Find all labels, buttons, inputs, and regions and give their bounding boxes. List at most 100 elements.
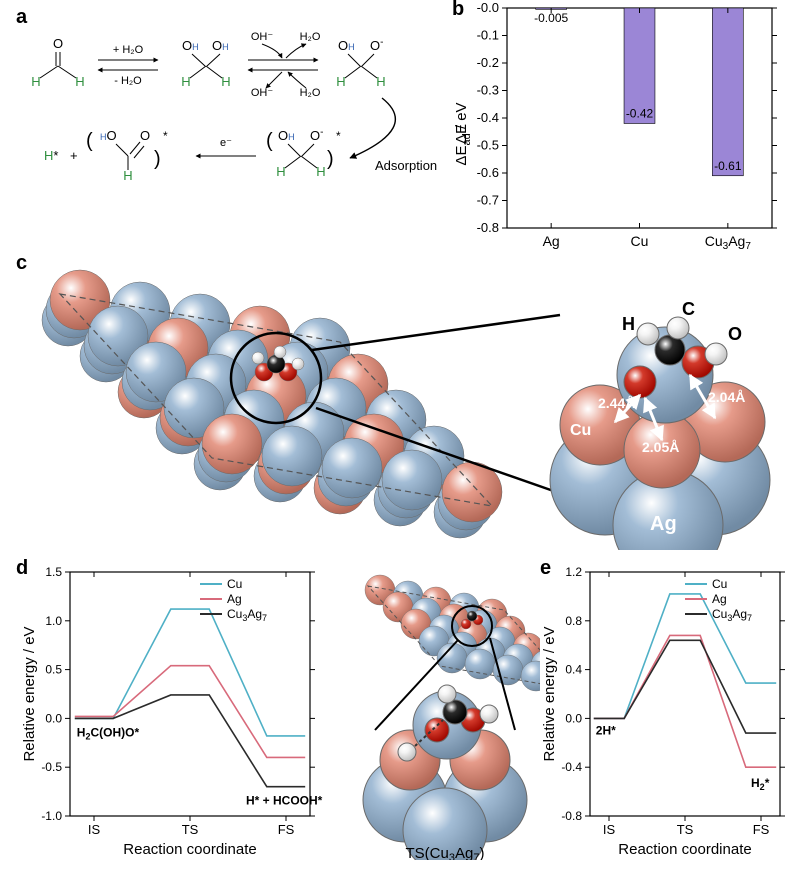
equil-arrows-1: + H₂O - H₂O [98, 44, 158, 87]
svg-text:-0.1: -0.1 [477, 28, 499, 43]
svg-text:H* + HCOOH*: H* + HCOOH* [246, 794, 323, 808]
svg-text:Cu: Cu [227, 577, 242, 591]
svg-text:H2C(OH)O*: H2C(OH)O* [77, 725, 140, 741]
legend: CuAgCu3Ag7 [200, 577, 267, 623]
adsorption-arrow: Adsorption [350, 98, 437, 173]
svg-text:OH⁻: OH⁻ [251, 87, 274, 99]
svg-text:Cu3Ag7: Cu3Ag7 [705, 233, 752, 252]
svg-text:- H₂O: - H₂O [114, 75, 142, 87]
svg-text:Reaction coordinate: Reaction coordinate [618, 841, 751, 858]
energy-profile-dehydrogenation: -1.0-0.50.00.51.01.5ISTSFSReaction coord… [20, 560, 540, 860]
svg-text:O: O [140, 128, 150, 143]
svg-text:Relative energy / eV: Relative energy / eV [21, 626, 38, 761]
svg-text:H: H [336, 74, 345, 89]
svg-text:O: O [53, 36, 63, 51]
svg-text:-0.8: -0.8 [477, 220, 499, 235]
svg-text:): ) [154, 148, 161, 170]
svg-text:-0.4: -0.4 [477, 110, 499, 125]
species-hcho: O H H [31, 36, 84, 89]
svg-text:HO: HO [100, 128, 117, 143]
svg-text:H: H [31, 74, 40, 89]
svg-text:-1.0: -1.0 [41, 809, 62, 823]
svg-text:H: H [622, 314, 635, 334]
svg-text:H: H [376, 74, 385, 89]
svg-text:-0.3: -0.3 [477, 83, 499, 98]
svg-text:H: H [276, 164, 285, 179]
svg-text:Ag: Ag [712, 592, 727, 606]
svg-text:Cu3Ag7: Cu3Ag7 [227, 607, 267, 623]
svg-text:-0.5: -0.5 [41, 760, 62, 774]
svg-text:Cu: Cu [570, 422, 591, 439]
species-alkoxide: OH O- H H [336, 37, 385, 89]
svg-text:H2*: H2* [751, 776, 770, 792]
species-product: H* + ( HO O H ) * [44, 128, 168, 183]
svg-text:-0.2: -0.2 [477, 55, 499, 70]
svg-text:TS: TS [182, 822, 199, 837]
reaction-scheme: O H H + H₂O - H₂O OH OH H H OH⁻ H₂O OH⁻ … [20, 8, 440, 208]
svg-text:IS: IS [88, 822, 101, 837]
svg-text:Cu: Cu [712, 577, 727, 591]
svg-text:2H*: 2H* [596, 723, 616, 737]
svg-text:H: H [316, 164, 325, 179]
svg-text:): ) [327, 148, 334, 170]
svg-text:0.0: 0.0 [565, 711, 582, 725]
svg-text:H: H [75, 74, 84, 89]
svg-text:OH: OH [278, 128, 295, 143]
svg-text:OH⁻: OH⁻ [251, 31, 274, 43]
svg-text:-0.42: -0.42 [626, 107, 654, 121]
electron-arrow: e⁻ [196, 137, 256, 156]
svg-text:Adsorption: Adsorption [375, 158, 437, 173]
svg-text:(: ( [86, 130, 93, 152]
species-methanediol: OH OH H H [181, 38, 230, 89]
svg-text:O-: O- [370, 37, 383, 53]
svg-text:0.4: 0.4 [565, 663, 582, 677]
legend: CuAgCu3Ag7 [685, 577, 752, 623]
svg-text:Ag: Ag [227, 592, 242, 606]
svg-text:-0.7: -0.7 [477, 193, 499, 208]
svg-text:(: ( [266, 130, 273, 152]
svg-text:O-: O- [310, 127, 323, 143]
svg-text:OH: OH [182, 38, 199, 53]
svg-text:Cu3Ag7: Cu3Ag7 [712, 607, 752, 623]
svg-text:1.0: 1.0 [45, 614, 62, 628]
svg-text:FS: FS [278, 822, 295, 837]
svg-text:-0.0: -0.0 [477, 0, 499, 15]
svg-text:OH: OH [338, 38, 355, 53]
svg-text:H: H [181, 74, 190, 89]
svg-text:H: H [123, 168, 132, 183]
svg-text:H*: H* [44, 148, 58, 163]
svg-text:TS: TS [677, 822, 694, 837]
svg-text:-0.5: -0.5 [477, 138, 499, 153]
svg-text:0.0: 0.0 [45, 711, 62, 725]
svg-text:*: * [163, 129, 168, 143]
svg-text:ΔEad / eV: ΔEad / eV [453, 102, 473, 165]
svg-text:H₂O: H₂O [300, 31, 321, 43]
svg-text:+ H₂O: + H₂O [113, 44, 144, 56]
svg-text:-0.8: -0.8 [561, 809, 582, 823]
svg-text:Ag: Ag [650, 513, 677, 535]
svg-text:-0.005: -0.005 [534, 11, 568, 25]
svg-text:Ag: Ag [543, 233, 560, 249]
svg-text:C: C [682, 299, 695, 319]
svg-text:Cu: Cu [631, 233, 649, 249]
energy-profile-h2: -0.8-0.40.00.40.81.2ISTSFSReaction coord… [540, 560, 790, 860]
bar-chart-adsorption-energy: -0.8-0.7-0.6-0.5-0.4-0.3-0.2-0.1-0.0ΔEΔE… [452, 0, 792, 268]
svg-text:TS(Cu3Ag7): TS(Cu3Ag7) [406, 845, 485, 860]
svg-text:IS: IS [603, 822, 616, 837]
svg-text:+: + [70, 148, 78, 163]
svg-text:FS: FS [753, 822, 770, 837]
svg-text:2.05Å: 2.05Å [642, 439, 679, 455]
svg-text:Relative energy / eV: Relative energy / eV [541, 626, 558, 761]
species-adsorbed: ( OH O- H H ) * [266, 127, 341, 179]
svg-text:*: * [336, 129, 341, 143]
equil-arrows-2: OH⁻ H₂O OH⁻ H₂O [248, 31, 321, 99]
crystal-structure-render: 2.44Å2.05Å2.04ÅHCOCuAg [20, 260, 790, 550]
svg-text:e⁻: e⁻ [220, 137, 232, 149]
svg-text:Reaction coordinate: Reaction coordinate [123, 841, 256, 858]
svg-text:-0.6: -0.6 [477, 165, 499, 180]
svg-text:2.44Å: 2.44Å [598, 395, 635, 411]
svg-text:1.2: 1.2 [565, 565, 582, 579]
svg-text:O: O [728, 324, 742, 344]
svg-text:-0.4: -0.4 [561, 760, 582, 774]
svg-text:H: H [221, 74, 230, 89]
